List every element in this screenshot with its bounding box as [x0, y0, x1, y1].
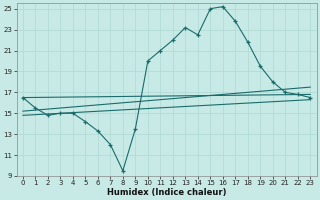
X-axis label: Humidex (Indice chaleur): Humidex (Indice chaleur)	[107, 188, 226, 197]
